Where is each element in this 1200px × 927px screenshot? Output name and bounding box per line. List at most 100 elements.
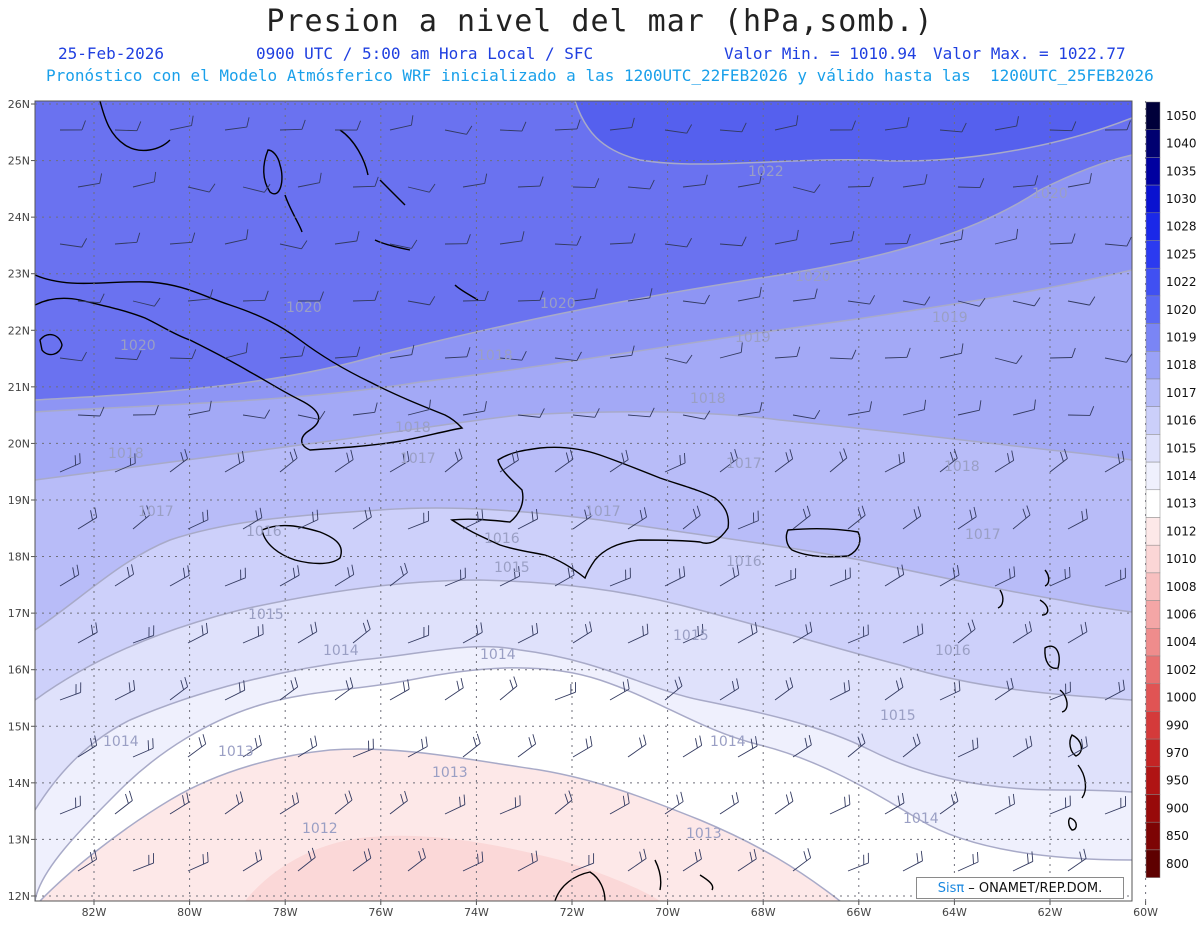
model-info: Pronóstico con el Modelo Atmósferico WRF…: [46, 66, 1154, 85]
wind-barb: [884, 793, 905, 815]
colorbar-swatch: [1145, 738, 1161, 768]
wind-barb: [444, 448, 463, 473]
wind-barb: [132, 297, 161, 307]
wind-barb: [462, 401, 487, 416]
wind-barb: [682, 410, 711, 420]
wind-barb: [957, 737, 979, 758]
wind-barb: [169, 115, 194, 131]
wind-barb: [242, 624, 264, 644]
wind-barb: [297, 621, 318, 644]
wind-barb: [499, 566, 521, 587]
colorbar-label: 1006: [1166, 607, 1197, 621]
wind-barb: [1049, 233, 1076, 245]
wind-barb: [847, 295, 875, 305]
wind-barb: [774, 568, 797, 587]
wind-barb: [297, 410, 326, 420]
isobar-label: 1017: [585, 504, 621, 520]
isobar-labels: 1022 1020 1020 1020 1020 1020 1019 1019 …: [103, 164, 1068, 842]
isobar-label: 1016: [246, 524, 282, 540]
latitude-label: 18N: [8, 551, 30, 564]
wind-barb: [664, 237, 692, 248]
colorbar-swatch: [1145, 628, 1161, 657]
wind-barb: [1067, 173, 1092, 188]
wind-barb: [59, 682, 82, 701]
wind-barb: [77, 507, 98, 530]
wind-barb: [609, 345, 635, 359]
colorbar-label: 1018: [1166, 358, 1197, 372]
wind-barb: [1104, 679, 1125, 701]
wind-barb: [1049, 681, 1071, 701]
colorbar-label: 1017: [1166, 386, 1197, 400]
colorbar-label: 1013: [1166, 497, 1197, 511]
wind-barb: [1012, 399, 1036, 416]
wind-barb: [884, 347, 911, 359]
latitude-label: 23N: [8, 268, 30, 281]
colorbar-label: 1030: [1166, 192, 1197, 206]
longitude-label: 78W: [273, 906, 298, 919]
wind-barb: [462, 173, 488, 188]
colorbar-label: 1019: [1166, 330, 1197, 344]
wind-barb: [902, 506, 922, 530]
wind-barb: [187, 622, 208, 644]
wind-barb: [1049, 121, 1077, 132]
map-title: Presion a nivel del mar (hPa,somb.): [266, 4, 934, 39]
isobar-label: 1014: [903, 811, 939, 827]
wind-barb: [352, 176, 379, 188]
wind-barb: [297, 291, 324, 302]
wind-barb: [572, 853, 595, 872]
wind-barb: [627, 407, 655, 418]
wind-barb: [737, 848, 757, 872]
longitude-label: 80W: [177, 906, 202, 919]
wind-barb: [939, 680, 961, 701]
latitude-label: 25N: [8, 155, 30, 168]
wind-barb: [902, 296, 931, 306]
latitude-label: 15N: [8, 720, 30, 733]
wind-barb: [737, 736, 758, 758]
colorbar-swatch: [1145, 821, 1161, 851]
colorbar-swatch: [1145, 240, 1161, 269]
longitude-label: 74W: [464, 906, 489, 919]
wind-barb: [187, 289, 214, 302]
wind-barb: [994, 793, 1015, 815]
wind-barb: [664, 566, 686, 587]
wind-barb: [444, 677, 464, 701]
isobar-label: 1013: [686, 826, 722, 842]
wind-barb: [444, 567, 466, 587]
wind-barb: [902, 733, 921, 758]
wind-barb: [407, 625, 430, 644]
wind-barb: [187, 734, 207, 758]
wind-barb: [224, 229, 249, 245]
wind-barb: [1067, 848, 1087, 872]
wind-barb: [59, 564, 80, 587]
wind-barb: [462, 733, 481, 758]
wind-barb: [169, 792, 190, 815]
wind-barb: [1104, 567, 1126, 587]
wind-barb: [994, 228, 1019, 245]
wind-barb: [517, 290, 544, 302]
wind-barb: [114, 564, 135, 587]
colorbar-swatch: [1145, 572, 1161, 601]
wind-barb: [499, 676, 518, 701]
wind-barb: [847, 852, 869, 872]
wind-barb: [1049, 795, 1071, 815]
wind-barb: [499, 795, 521, 815]
wind-barb: [517, 734, 537, 758]
wind-barb: [719, 792, 739, 815]
wind-barb: [939, 229, 964, 245]
colorbar-label: 1000: [1166, 691, 1197, 705]
wind-barb: [407, 736, 428, 758]
wind-barb: [792, 848, 812, 872]
wind-barb: [719, 342, 743, 359]
wind-barb: [297, 509, 319, 530]
wind-barb: [957, 400, 982, 416]
wind-barb: [1104, 236, 1132, 247]
wind-barb: [77, 849, 98, 872]
wind-barb: [279, 346, 306, 359]
wind-barb: [389, 115, 414, 131]
wind-barb: [939, 791, 959, 815]
colorbar-label: 1040: [1166, 137, 1197, 151]
wind-barb: [242, 290, 269, 302]
wind-barb: [224, 680, 246, 701]
wind-barb: [352, 619, 371, 644]
wind-barb: [334, 677, 354, 701]
